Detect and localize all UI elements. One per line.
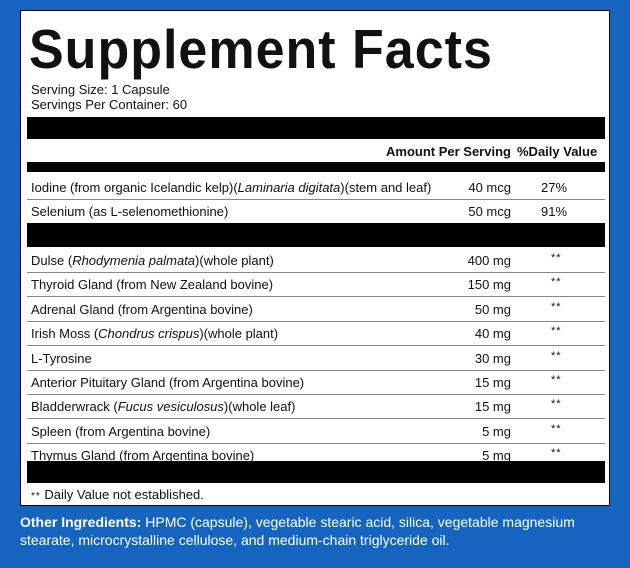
ingredient-name-part: )(whole leaf) bbox=[223, 399, 296, 415]
ingredient-name-part: Spleen (from Argentina bovine) bbox=[31, 423, 211, 439]
ingredient-latin-name: Rhodymenia palmata bbox=[72, 253, 196, 268]
ingredient-name-part: )(whole plant) bbox=[195, 253, 274, 268]
ingredient-name: L-Tyrosine bbox=[31, 351, 92, 366]
ingredient-daily-value: ** bbox=[551, 325, 562, 338]
ingredient-latin-name: Laminaria digitata bbox=[237, 180, 341, 195]
ingredient-amount: 400 mg bbox=[467, 253, 511, 268]
table-row: Selenium (as L-selenomethionine) 50 mcg 91… bbox=[27, 199, 605, 225]
ingredient-name: Bladderwrack (Fucus vesiculosus)(whole l… bbox=[31, 399, 295, 414]
ingredient-amount: 50 mg bbox=[474, 301, 511, 317]
amount-per-serving-header: Amount Per Serving bbox=[386, 144, 511, 159]
ingredient-amount: 30 mg bbox=[474, 350, 511, 366]
ingredient-name-part: Iodine (from organic Icelandic kelp)( bbox=[31, 180, 238, 195]
divider-bar-bottom bbox=[27, 461, 605, 483]
footnote-stars: ** bbox=[31, 491, 41, 502]
divider-bar-header bbox=[27, 162, 605, 172]
ingredient-name-part: Selenium (as L-selenomethionine) bbox=[31, 204, 229, 220]
ingredient-latin-name: Chondrus crispus bbox=[98, 326, 200, 342]
ingredient-amount: 15 mg bbox=[474, 375, 511, 390]
ingredient-name: Irish Moss (Chondrus crispus)(whole plan… bbox=[31, 326, 278, 341]
table-row: Irish Moss (Chondrus crispus)(whole plan… bbox=[27, 321, 605, 347]
table-row: Iodine (from organic Icelandic kelp)(Lam… bbox=[27, 175, 605, 200]
table-row: Dulse (Rhodymenia palmata)(whole plant) 4… bbox=[27, 248, 605, 273]
divider-bar-middle bbox=[27, 223, 605, 247]
other-ingredients-label: Other Ingredients: bbox=[20, 514, 142, 530]
ingredient-latin-name: Fucus vesiculosus bbox=[117, 399, 224, 415]
ingredient-daily-value: 27% bbox=[541, 180, 568, 195]
other-ingredients: Other Ingredients: HPMC (capsule), veget… bbox=[20, 513, 610, 549]
ingredient-name-part: Dulse ( bbox=[31, 253, 73, 268]
ingredient-amount: 40 mg bbox=[474, 326, 511, 342]
ingredient-daily-value: ** bbox=[551, 300, 562, 313]
ingredient-daily-value: ** bbox=[551, 374, 562, 386]
ingredient-name-part: Adrenal Gland (from Argentina bovine) bbox=[31, 301, 253, 317]
ingredient-daily-value: ** bbox=[551, 447, 562, 460]
ingredient-name: Iodine (from organic Icelandic kelp)(Lam… bbox=[31, 180, 431, 195]
other-ingredients-text: HPMC (capsule), vegetable stearic acid, … bbox=[20, 514, 575, 548]
ingredient-daily-value: ** bbox=[551, 276, 562, 289]
ingredient-amount: 5 mg bbox=[482, 423, 511, 439]
table-row: Anterior Pituitary Gland (from Argentina… bbox=[27, 370, 605, 395]
ingredient-name: Thyroid Gland (from New Zealand bovine) bbox=[31, 277, 273, 292]
ingredient-name-part: Irish Moss ( bbox=[31, 326, 99, 342]
serving-size: Serving Size: 1 Capsule bbox=[31, 82, 170, 97]
supplement-facts-panel: Supplement Facts Serving Size: 1 Capsule… bbox=[20, 10, 610, 506]
ingredient-name: Spleen (from Argentina bovine) bbox=[31, 424, 210, 439]
ingredient-amount: 50 mcg bbox=[468, 204, 511, 220]
ingredient-amount: 15 mg bbox=[474, 399, 511, 415]
servings-per-container: Servings Per Container: 60 bbox=[31, 97, 188, 112]
ingredient-name-part: )(whole plant) bbox=[199, 326, 279, 342]
ingredient-daily-value: ** bbox=[551, 398, 562, 411]
ingredient-name: Selenium (as L-selenomethionine) bbox=[31, 204, 228, 219]
ingredient-name-part: Thyroid Gland (from New Zealand bovine) bbox=[31, 277, 274, 293]
ingredient-name-part: Anterior Pituitary Gland (from Argentina… bbox=[31, 375, 305, 390]
footnote: ** Daily Value not established. bbox=[31, 487, 204, 502]
ingredient-name-part: )(stem and leaf) bbox=[340, 180, 432, 195]
table-row: Thyroid Gland (from New Zealand bovine) 1… bbox=[27, 272, 605, 298]
table-row: L-Tyrosine 30 mg ** bbox=[27, 346, 605, 371]
ingredient-amount: 40 mcg bbox=[468, 180, 511, 195]
ingredient-daily-value: ** bbox=[551, 422, 562, 435]
ingredient-name: Dulse (Rhodymenia palmata)(whole plant) bbox=[31, 253, 274, 268]
ingredient-daily-value: ** bbox=[551, 252, 562, 264]
daily-value-header: %Daily Value bbox=[517, 144, 598, 159]
table-row: Bladderwrack (Fucus vesiculosus)(whole l… bbox=[27, 394, 605, 420]
footnote-text: Daily Value not established. bbox=[40, 487, 204, 502]
ingredient-name: Thymus Gland (from Argentina bovine) bbox=[31, 448, 254, 463]
ingredient-amount: 150 mg bbox=[467, 277, 511, 293]
ingredient-amount: 5 mg bbox=[482, 448, 511, 464]
panel-title: Supplement Facts bbox=[29, 19, 493, 81]
ingredient-name: Anterior Pituitary Gland (from Argentina… bbox=[31, 375, 304, 390]
ingredient-name-part: Bladderwrack ( bbox=[31, 399, 118, 415]
table-row: Adrenal Gland (from Argentina bovine) 50 … bbox=[27, 297, 605, 322]
table-row: Spleen (from Argentina bovine) 5 mg ** bbox=[27, 419, 605, 444]
ingredient-name-part: Thymus Gland (from Argentina bovine) bbox=[31, 448, 255, 464]
ingredient-daily-value: 91% bbox=[541, 204, 568, 220]
divider-bar-top bbox=[27, 117, 605, 139]
ingredient-name-part: L-Tyrosine bbox=[31, 350, 92, 366]
ingredient-daily-value: ** bbox=[551, 349, 562, 362]
ingredient-name: Adrenal Gland (from Argentina bovine) bbox=[31, 302, 253, 317]
